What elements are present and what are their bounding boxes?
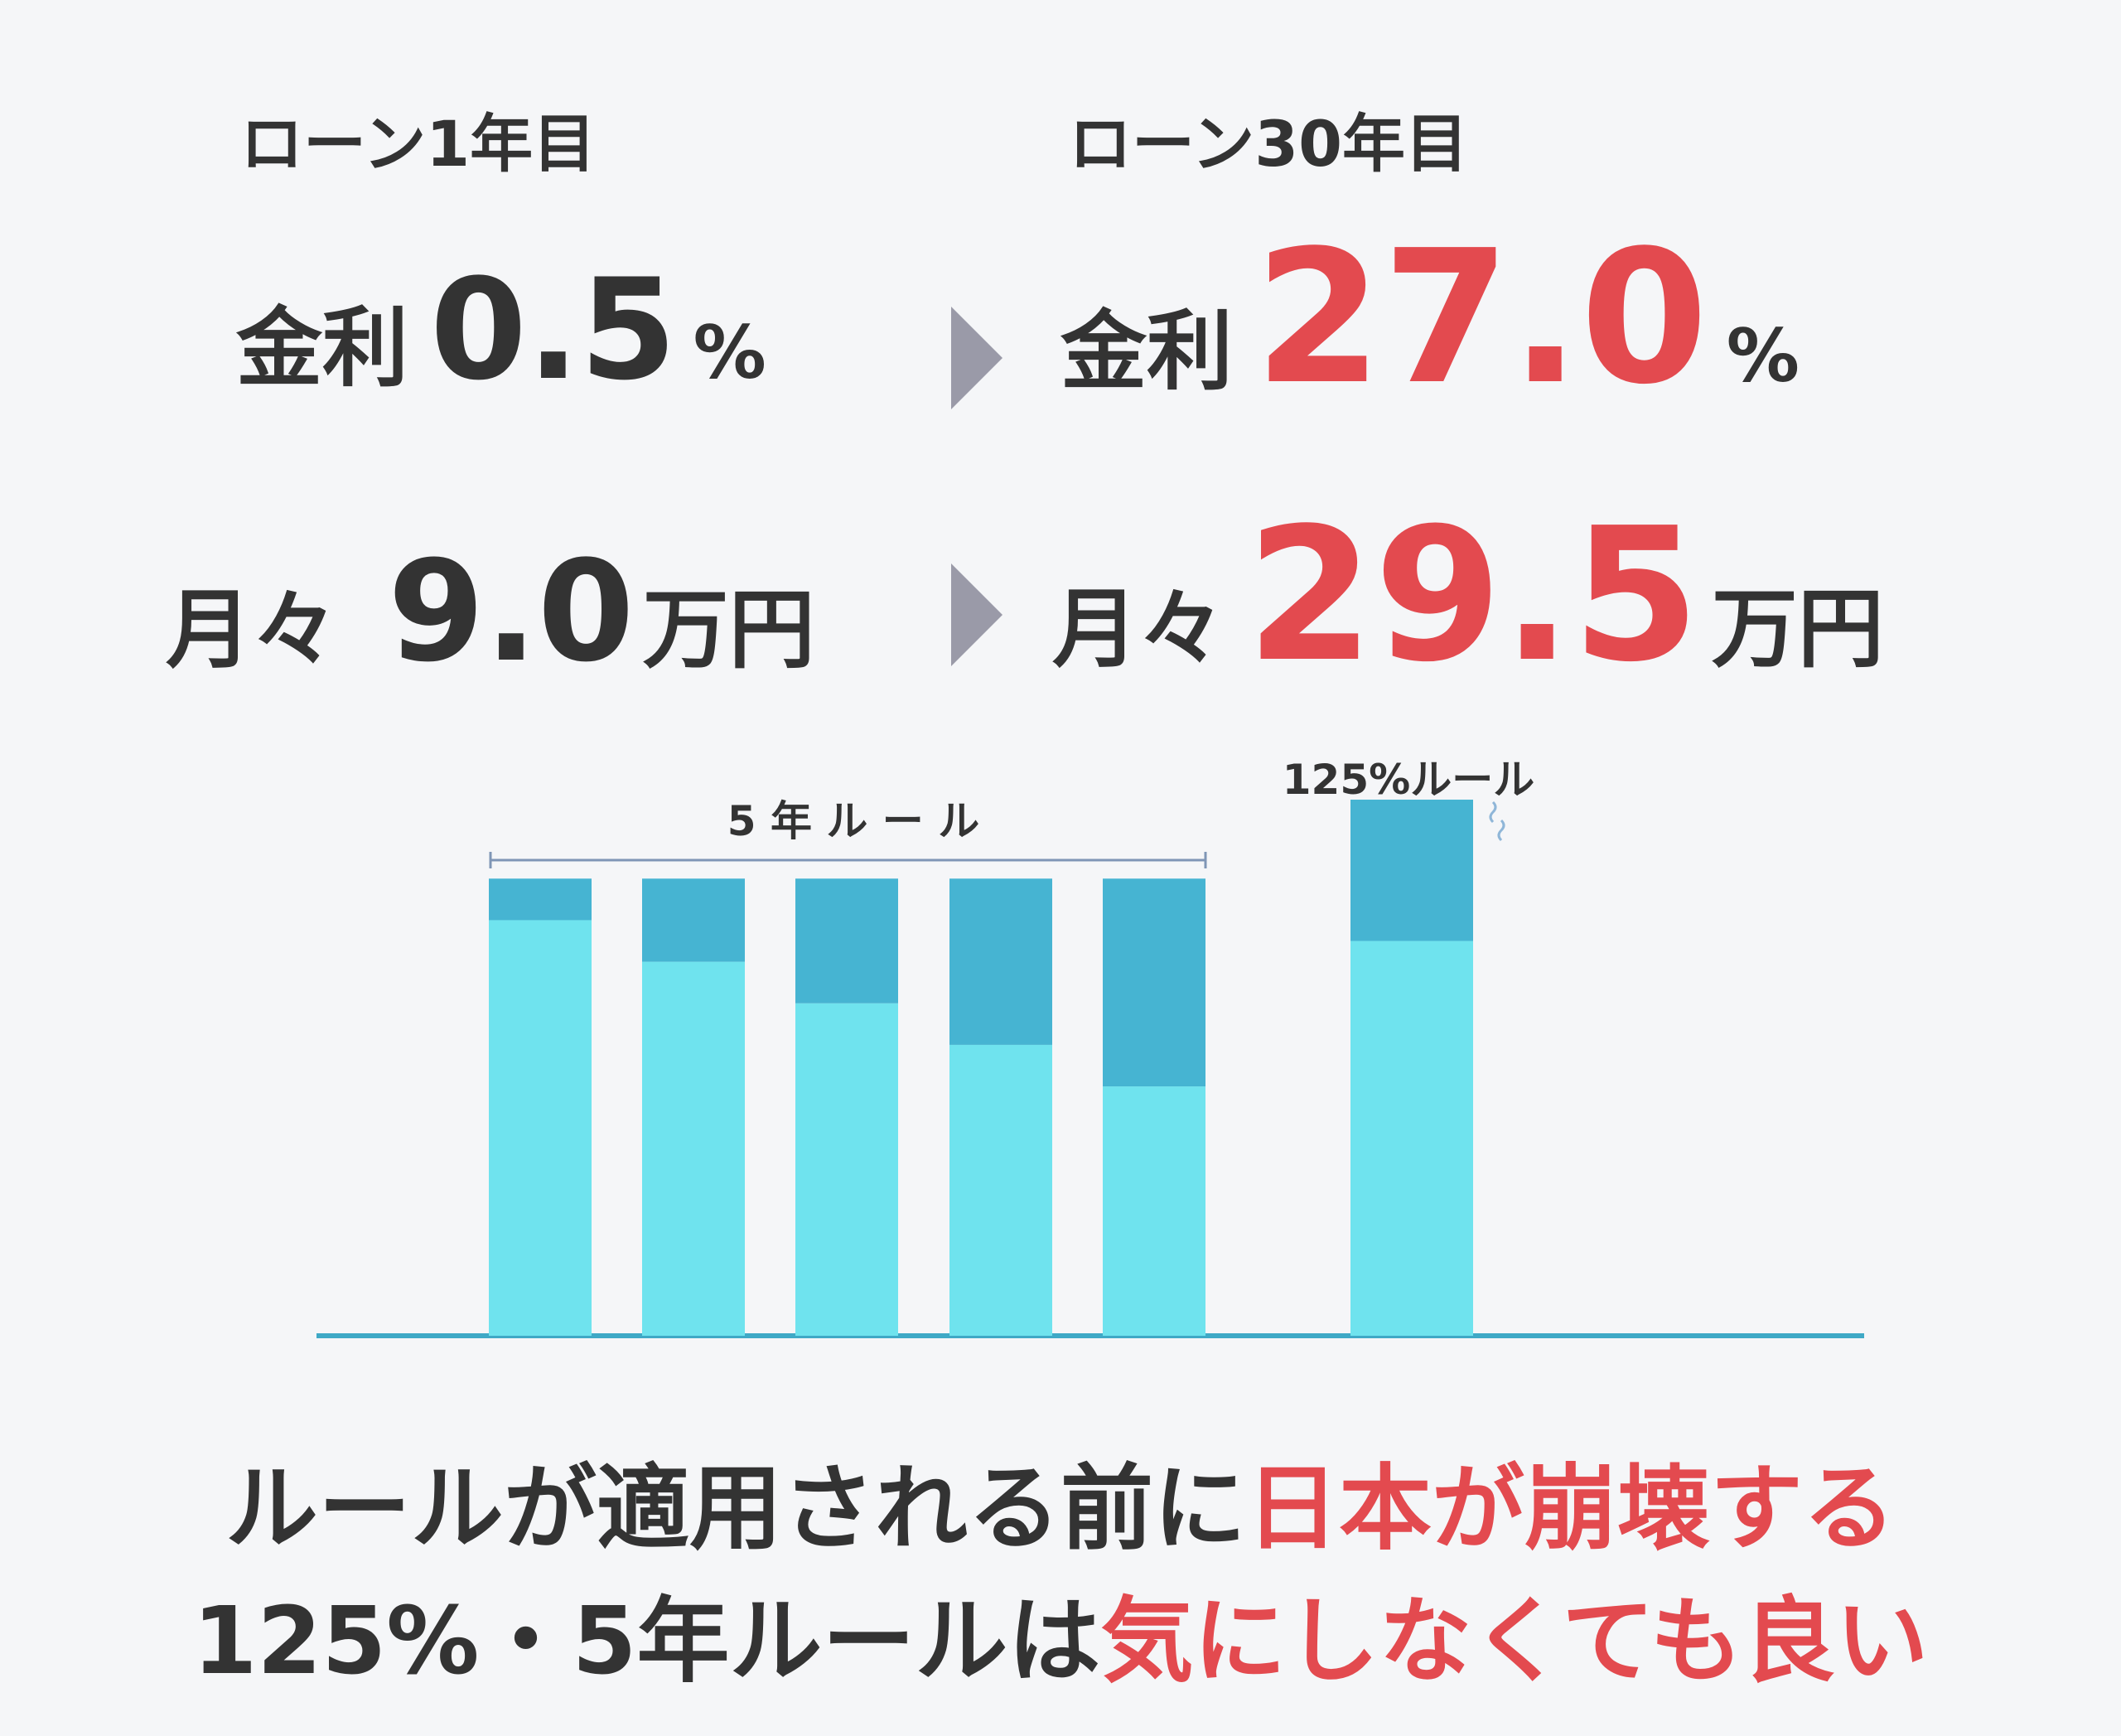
bar-2-segment-2 (642, 878, 745, 962)
bar-3-segment-2 (795, 878, 898, 1003)
bar-1-segment-2 (489, 878, 592, 921)
bar-5-segment-2 (1103, 878, 1205, 1087)
footer-line-2: 125%・5年ルールは気にしなくても良い (0, 1566, 2121, 1700)
rate-year1-value: 0.5 (430, 249, 677, 411)
bar-3-segment-1 (795, 1003, 898, 1336)
payment-year1-unit: 万円 (642, 579, 815, 680)
bar-6-segment-1 (1350, 941, 1473, 1336)
arrow-right-icon (951, 307, 1003, 409)
footer-line-1-red: 日本が崩壊する (1246, 1455, 1896, 1563)
payment-label: 月々 (166, 579, 339, 680)
payment-year1-value: 9.0 (388, 530, 635, 693)
year1-label: ローン1年目 (240, 107, 597, 181)
payment-year30: 月々 29.5 万円 (1052, 489, 1884, 703)
payment-year1: 月々 9.0 万円 (166, 530, 815, 693)
footer-line-2-red: 気にしなくても良い (1100, 1588, 1929, 1695)
footer-line-1: ルールが適用される前に日本が崩壊する (0, 1434, 2121, 1568)
bar-4-segment-2 (949, 878, 1052, 1045)
rate-label-right: 金利 (1060, 301, 1234, 402)
rate-year30-unit: % (1726, 313, 1800, 399)
footer-line-2-dark: 125%・5年ルールは (192, 1588, 1101, 1695)
year30-label: ローン30年目 (1069, 107, 1468, 181)
five-year-rule-label: 5 年 ル ー ル (727, 797, 979, 845)
bar-4-segment-1 (949, 1044, 1052, 1336)
sweat-squiggle-icon (1489, 800, 1505, 842)
rate-year1-unit: % (693, 310, 766, 395)
bar-1-segment-1 (489, 920, 592, 1336)
rate-label: 金利 (236, 297, 409, 399)
rate-year1: 金利 0.5 % (236, 249, 766, 411)
payment-year30-value: 29.5 (1246, 489, 1700, 703)
bar-2-segment-1 (642, 961, 745, 1336)
payment-label-right: 月々 (1052, 578, 1225, 679)
payment-year30-unit: 万円 (1711, 578, 1884, 679)
rule-125-label: 125%ルール (1283, 756, 1534, 804)
bar-6-segment-2 (1350, 800, 1473, 941)
arrow-right-icon-2 (951, 563, 1003, 666)
rate-year30: 金利 27.0 % (1060, 211, 1800, 425)
footer-line-1-dark: ルールが適用される前に (225, 1455, 1246, 1563)
bar-5-segment-1 (1103, 1086, 1205, 1336)
rate-year30-value: 27.0 (1254, 211, 1708, 425)
